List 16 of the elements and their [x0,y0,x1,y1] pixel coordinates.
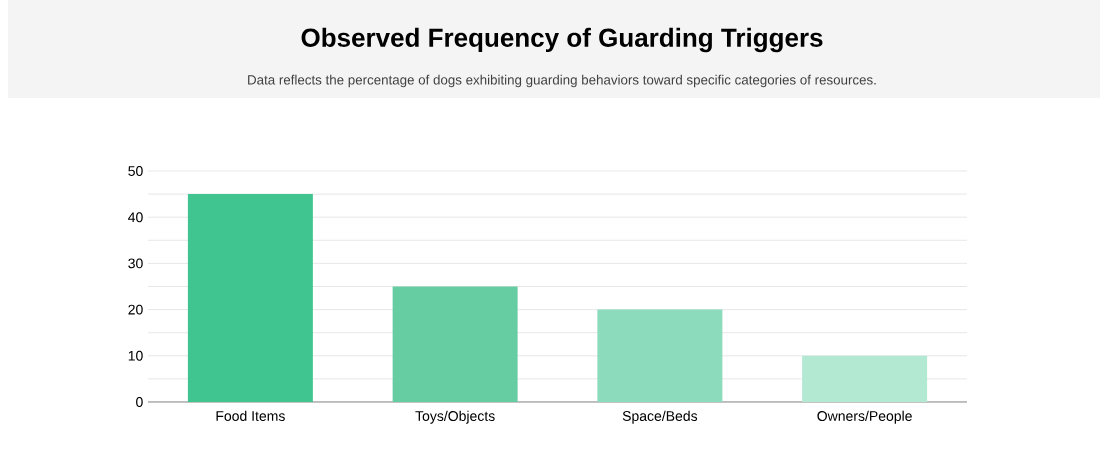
y-tick-label: 40 [128,212,143,223]
bar [187,194,313,402]
chart-title: Observed Frequency of Guarding Triggers [301,27,823,53]
bar [802,355,928,402]
y-tick-label: 10 [128,350,143,361]
chart-subtitle: Data reflects the percentage of dogs exhibiting guarding behaviors toward specific categories of resources. [248,74,876,88]
x-tick-label: Owners/People [817,410,912,424]
x-tick-label: Space/Beds [622,410,698,424]
x-tick-label: Toys/Objects [415,410,495,424]
y-tick-label: 50 [128,166,143,176]
y-tick-label: 0 [136,397,143,407]
y-tick-label: 30 [128,258,143,269]
bar [392,286,518,402]
bar [597,309,723,402]
y-tick-label: 20 [128,304,143,315]
x-tick-label: Food Items [216,410,285,421]
